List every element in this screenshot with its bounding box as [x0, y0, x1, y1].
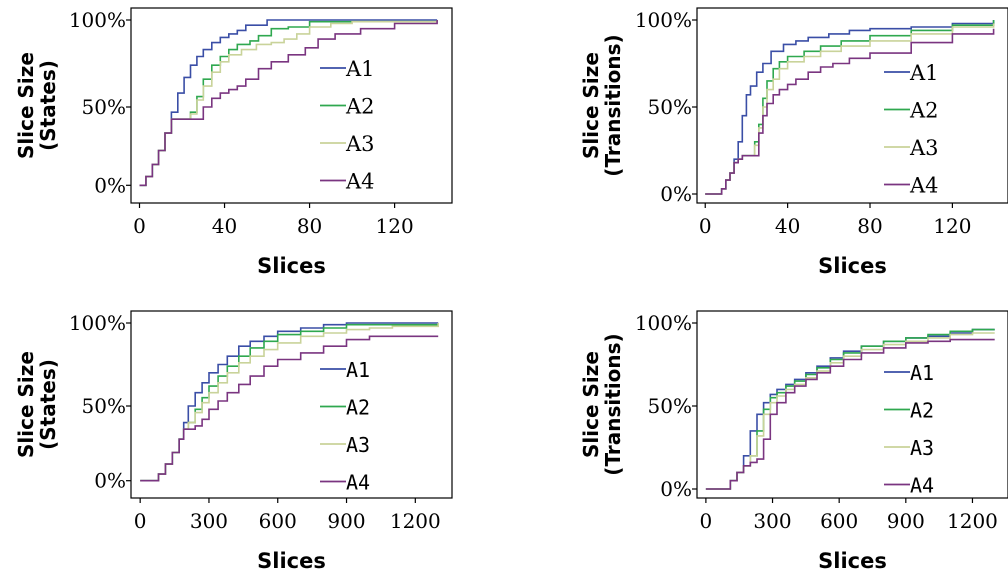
y-tick-label: 0% [660, 182, 692, 206]
x-axis-label: Slices [257, 254, 326, 278]
y-axis-label: Slice Size(Transitions) [579, 34, 625, 176]
legend-label-a3: A3 [346, 433, 370, 457]
x-tick-label: 0 [134, 509, 147, 533]
y-axis-label-line: (States) [36, 359, 60, 450]
legend-label-a4: A4 [346, 471, 370, 495]
legend-label-a3: A3 [909, 136, 939, 160]
legend-label-a2: A2 [345, 95, 375, 119]
legend-label-a3: A3 [910, 436, 934, 460]
legend: A1 A2 A3 A4 [320, 358, 370, 495]
x-tick-label: 0 [133, 214, 146, 238]
x-tick-label: 600 [820, 509, 858, 533]
x-tick-label: 80 [857, 214, 882, 238]
y-tick-label: 50% [648, 394, 692, 418]
plot-area [140, 322, 439, 482]
x-tick-label: 80 [297, 214, 322, 238]
x-axis-label: Slices [818, 549, 887, 573]
legend-label-a2: A2 [910, 399, 934, 423]
x-tick-label: 1200 [947, 509, 998, 533]
series-line-a1 [139, 19, 438, 187]
x-tick-label: 40 [212, 214, 237, 238]
y-tick-label: 100% [69, 8, 126, 32]
plot-frame [696, 7, 1008, 204]
y-axis-label-line: Slice Size [14, 351, 38, 458]
legend: A1 A2 A3 A4 [884, 361, 934, 498]
y-tick-label: 50% [82, 95, 126, 119]
series-line-a4 [140, 335, 439, 482]
x-axis-label: Slices [257, 549, 326, 573]
series-line-a2 [139, 20, 438, 187]
series-line-a2 [140, 323, 439, 482]
chart-panel-3: 0% 50% 100% 0 300 600 900 1200 Slices Slice Size(… [14, 310, 453, 573]
series-line-a3 [139, 20, 438, 187]
legend-label-a1: A1 [909, 61, 939, 85]
legend-label-a1: A1 [346, 358, 370, 382]
series-line-a3 [705, 23, 995, 195]
legend: A1 A2 A3 A4 [884, 61, 939, 198]
y-axis-label: Slice Size(States) [14, 52, 60, 159]
x-tick-label: 600 [259, 509, 297, 533]
x-axis-label: Slices [818, 254, 887, 278]
x-tick-label: 120 [376, 214, 414, 238]
plot-area [139, 19, 438, 187]
x-tick-label: 300 [190, 509, 228, 533]
y-axis-label: Slice Size(States) [14, 351, 60, 458]
x-tick-label: 300 [753, 509, 791, 533]
y-tick-label: 100% [635, 311, 692, 335]
series-line-a4 [139, 20, 438, 187]
y-axis-label: Slice Size(Transitions) [579, 333, 625, 475]
y-tick-label: 0% [660, 477, 692, 501]
chart-panel-4: 0% 50% 100% 0 300 600 900 1200 Slices Slice Size(… [579, 310, 1008, 573]
y-tick-label: 100% [635, 8, 692, 32]
legend-label-a4: A4 [910, 474, 934, 498]
plot-area [705, 20, 995, 195]
x-tick-label: 40 [775, 214, 800, 238]
legend-label-a1: A1 [345, 57, 375, 81]
y-tick-label: 0% [94, 469, 126, 493]
legend-label-a2: A2 [346, 396, 370, 420]
y-axis-label-line: Slice Size [579, 351, 603, 458]
x-tick-label: 900 [327, 509, 365, 533]
x-tick-label: 0 [699, 214, 712, 238]
y-tick-label: 50% [648, 95, 692, 119]
legend-label-a1: A1 [910, 361, 934, 385]
x-tick-label: 1200 [390, 509, 441, 533]
legend-label-a4: A4 [909, 174, 939, 198]
y-tick-label: 0% [94, 173, 126, 197]
x-tick-label: 120 [933, 214, 971, 238]
chart-panel-2: 0% 50% 100% 0 40 80 120 Slices Slice Size(Transi… [579, 7, 1008, 278]
y-tick-label: 50% [82, 394, 126, 418]
y-axis-label-line: (States) [36, 60, 60, 151]
x-tick-label: 900 [887, 509, 925, 533]
x-tick-label: 0 [700, 509, 713, 533]
legend-label-a2: A2 [909, 99, 939, 123]
legend-label-a3: A3 [345, 132, 375, 156]
chart-panel-1: 0% 50% 100% 0 40 80 120 Slices Slice Size(States… [14, 7, 453, 278]
y-axis-label-line: (Transitions) [601, 34, 625, 176]
legend: A1 A2 A3 A4 [320, 57, 375, 194]
series-line-a1 [140, 322, 439, 482]
series-line-a3 [140, 323, 439, 482]
plot-area [705, 328, 995, 490]
y-axis-label-line: Slice Size [579, 52, 603, 159]
plot-frame [696, 310, 1008, 499]
legend-label-a4: A4 [345, 170, 375, 194]
y-axis-label-line: (Transitions) [601, 333, 625, 475]
y-axis-label-line: Slice Size [14, 52, 38, 159]
y-tick-label: 100% [69, 311, 126, 335]
plot-frame [130, 310, 453, 499]
series-line-a4 [705, 28, 995, 195]
series-line-a4 [705, 338, 995, 490]
plot-frame [130, 7, 453, 204]
